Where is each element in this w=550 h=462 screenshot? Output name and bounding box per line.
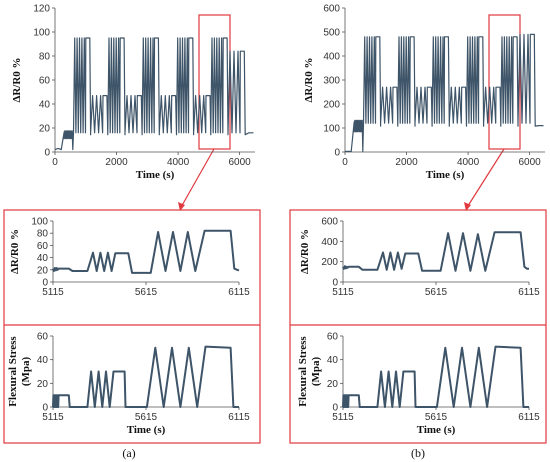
x-tick-label: 5615 — [135, 412, 158, 423]
x-tick-label: 6000 — [518, 157, 541, 168]
a-arrow-head — [178, 202, 185, 211]
y-tick-label: 0 — [332, 403, 338, 414]
y-tick-label: 300 — [323, 76, 340, 87]
y-tick-label: 60 — [37, 241, 49, 252]
y-tick-label: 40 — [37, 253, 49, 264]
x-tick-label: 4000 — [167, 157, 190, 168]
x-tick-label: 5615 — [425, 287, 448, 298]
x-tick-label: 4000 — [457, 157, 480, 168]
chart-b_zoom_strain: 0 200 400 600 5115 5615 6115 ΔR/R0 % — [299, 217, 540, 299]
y-tick-label: 100 — [31, 217, 48, 228]
y-tick-label: 40 — [327, 355, 339, 366]
x-tick-label: 5115 — [332, 287, 354, 298]
x-tick-label: 5115 — [42, 412, 64, 423]
x-tick-label: 6000 — [228, 157, 251, 168]
x-tick-label: 5115 — [332, 412, 354, 423]
a-highlight-window — [198, 14, 231, 150]
y-axis-label: ΔR/R0 % — [11, 57, 23, 102]
y-axis-label: Flexural Stress(Mpa) — [297, 336, 322, 407]
y-axis-label: Flexural Stress(Mpa) — [7, 336, 32, 407]
x-tick-label: 6115 — [228, 287, 250, 298]
y-tick-label: 100 — [323, 124, 340, 135]
x-tick-label: 5615 — [135, 287, 158, 298]
panel-label-a: (a) — [122, 446, 135, 460]
y-tick-label: 20 — [327, 379, 339, 390]
a-zoom-frame — [3, 209, 261, 444]
y-tick-label: 40 — [37, 355, 49, 366]
x-axis-label: Time (s) — [127, 424, 166, 436]
x-axis-label: Time (s) — [417, 424, 456, 436]
y-tick-label: 40 — [39, 100, 51, 111]
b-zoom-frame — [289, 209, 547, 444]
y-tick-label: 120 — [33, 4, 50, 15]
series-line — [342, 231, 529, 272]
x-tick-label: 6115 — [518, 287, 540, 298]
b-zoom-arrow — [465, 148, 505, 210]
y-tick-label: 80 — [39, 52, 51, 63]
x-tick-label: 2000 — [105, 157, 128, 168]
x-tick-label: 0 — [342, 157, 348, 168]
panel-label-b: (b) — [411, 446, 425, 460]
y-axis-label: ΔR/R0 % — [299, 229, 311, 274]
chart-a_top: 0 20 40 60 80 100 120 0 2000 4000 6000 Time (s) ΔR/R… — [11, 4, 255, 181]
y-tick-label: 60 — [327, 332, 339, 343]
y-tick-label: 200 — [321, 257, 338, 268]
x-tick-label: 5615 — [425, 412, 448, 423]
y-tick-label: 20 — [37, 379, 49, 390]
y-tick-label: 600 — [323, 4, 340, 15]
x-axis-label: Time (s) — [426, 169, 465, 181]
y-tick-label: 20 — [39, 124, 51, 135]
series-line — [344, 33, 544, 153]
y-tick-label: 0 — [332, 278, 338, 289]
x-tick-label: 6115 — [228, 412, 250, 423]
series-line — [54, 37, 254, 151]
b-highlight-window — [488, 14, 521, 150]
x-tick-label: 6115 — [518, 412, 540, 423]
y-tick-label: 400 — [323, 52, 340, 63]
y-tick-label: 400 — [321, 237, 338, 248]
y-tick-label: 100 — [33, 28, 50, 39]
chart-b_zoom_stress: 0 20 40 60 5115 5615 6115 Time (s) Flexural Stre… — [297, 332, 540, 437]
y-tick-label: 0 — [334, 148, 340, 159]
y-axis-label: ΔR/R0 % — [303, 57, 315, 102]
y-tick-label: 500 — [323, 28, 340, 39]
y-tick-label: 200 — [323, 100, 340, 111]
y-tick-label: 0 — [42, 278, 48, 289]
y-tick-label: 600 — [321, 217, 338, 228]
series-line — [342, 345, 529, 408]
y-tick-label: 0 — [42, 403, 48, 414]
series-line — [52, 345, 239, 408]
y-tick-label: 60 — [39, 76, 51, 87]
y-tick-label: 0 — [44, 148, 50, 159]
y-tick-label: 60 — [37, 332, 49, 343]
series-line — [52, 229, 240, 274]
x-tick-label: 0 — [52, 157, 58, 168]
x-tick-label: 5115 — [42, 287, 64, 298]
a-zoom-arrow — [179, 148, 215, 210]
y-tick-label: 20 — [37, 265, 49, 276]
y-tick-label: 80 — [37, 229, 49, 240]
x-tick-label: 2000 — [395, 157, 418, 168]
chart-a_zoom_stress: 0 20 40 60 5115 5615 6115 Time (s) Flexural Stre… — [7, 332, 250, 437]
x-axis-label: Time (s) — [136, 169, 175, 181]
b-arrow-head — [464, 202, 471, 211]
y-axis-label: ΔR/R0 % — [9, 229, 21, 274]
